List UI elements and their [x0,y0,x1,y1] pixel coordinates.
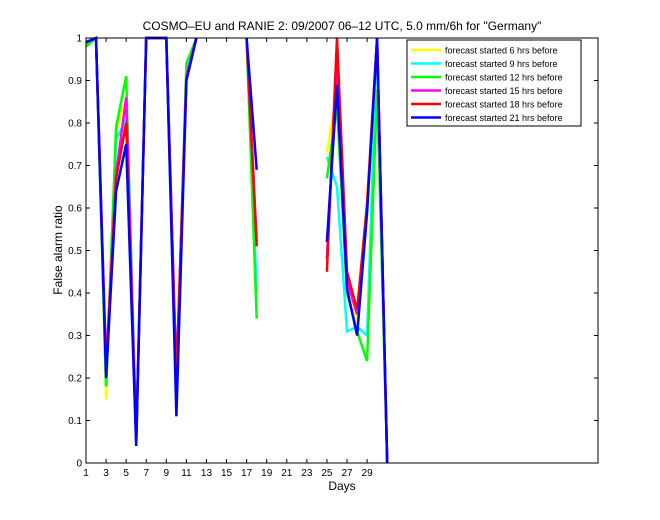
legend-entry: forecast started 6 hrs before [411,46,558,56]
y-tick-label: 0.2 [68,374,82,385]
legend-label: forecast started 9 hrs before [445,59,558,69]
legend-label: forecast started 6 hrs before [445,46,558,56]
legend-label: forecast started 12 hrs before [445,73,563,83]
legend-entry: forecast started 21 hrs before [411,113,563,123]
y-tick-label: 0.8 [68,119,82,130]
y-tick-label: 0.1 [68,416,82,427]
x-tick-label: 21 [281,468,293,479]
y-tick-label: 0.6 [68,204,82,215]
x-tick-label: 27 [341,468,353,479]
y-axis-label: False alarm ratio [51,205,65,295]
y-tick-label: 0.4 [68,289,82,300]
y-axis: 0 0.1 0.2 0.3 0.4 0.5 0.6 0.7 0.8 0.9 1 [68,34,598,470]
x-tick-label: 11 [181,468,192,479]
x-axis-label: Days [328,479,355,493]
x-tick-label: 29 [362,468,374,479]
chart-title: COSMO–EU and RANIE 2: 09/2007 06–12 UTC,… [143,19,542,33]
series-layer [85,36,599,464]
legend: forecast started 6 hrs before forecast st… [406,39,582,127]
x-tick-label: 7 [143,468,149,479]
series-line [245,37,258,170]
x-tick-label: 23 [301,468,313,479]
x-axis: 1 3 5 7 9 11 13 15 17 19 21 23 25 27 29 [83,38,373,479]
y-tick-label: 1 [76,34,82,45]
legend-box [406,39,582,127]
y-tick-label: 0.9 [68,76,82,87]
x-tick-label: 25 [321,468,333,479]
x-tick-label: 15 [221,468,233,479]
x-tick-label: 1 [83,468,89,479]
legend-label: forecast started 21 hrs before [445,113,563,123]
legend-entry: forecast started 18 hrs before [411,100,563,110]
y-tick-label: 0.5 [68,246,82,257]
y-tick-label: 0.3 [68,331,82,342]
y-tick-label: 0 [76,459,82,470]
plot-border [85,37,599,464]
legend-entry: forecast started 9 hrs before [411,59,558,69]
x-tick-label: 9 [164,468,170,479]
x-tick-label: 5 [123,468,129,479]
x-tick-label: 3 [103,468,109,479]
x-tick-label: 19 [261,468,273,479]
legend-label: forecast started 18 hrs before [445,100,563,110]
series-line [85,36,198,447]
legend-entry: forecast started 15 hrs before [411,86,563,96]
legend-label: forecast started 15 hrs before [445,86,563,96]
x-tick-label: 17 [241,468,253,479]
y-tick-label: 0.7 [68,161,82,172]
legend-entry: forecast started 12 hrs before [411,73,563,83]
x-tick-label: 13 [201,468,213,479]
